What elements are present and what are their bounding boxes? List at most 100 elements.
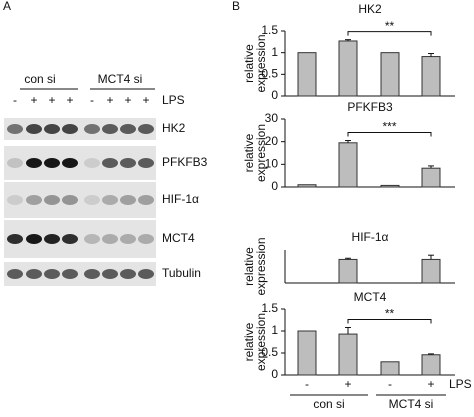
lane-sign: - bbox=[13, 93, 17, 107]
blot-band bbox=[138, 195, 154, 205]
blot-band bbox=[44, 124, 60, 134]
blot-band bbox=[84, 269, 100, 279]
group-label: MCT4 si bbox=[389, 397, 434, 411]
blot-band bbox=[120, 234, 136, 244]
blot-band bbox=[102, 195, 118, 205]
blot-band bbox=[62, 124, 78, 134]
blot-band bbox=[7, 158, 23, 168]
y-axis-label: expression bbox=[254, 237, 268, 295]
blot-strip bbox=[4, 118, 156, 140]
significance-bracket bbox=[347, 318, 432, 324]
y-tick-label: 0 bbox=[271, 88, 278, 102]
significance-label: ** bbox=[385, 307, 395, 321]
chart-title: PFKFB3 bbox=[347, 100, 393, 114]
blot-band bbox=[102, 158, 118, 168]
panel-label: A bbox=[3, 0, 11, 13]
treatment-label: LPS bbox=[162, 93, 185, 107]
bar bbox=[380, 52, 400, 97]
bar bbox=[338, 258, 358, 284]
blot-band bbox=[44, 269, 60, 279]
band-label: PFKFB3 bbox=[162, 155, 208, 169]
blot-band bbox=[7, 269, 23, 279]
chart-title: HK2 bbox=[358, 2, 382, 16]
lane-sign: + bbox=[106, 93, 113, 107]
blot-band bbox=[138, 158, 154, 168]
significance-label: *** bbox=[382, 120, 396, 134]
y-axis-label: relative bbox=[242, 44, 256, 83]
bar bbox=[421, 258, 441, 284]
group-label: MCT4 si bbox=[98, 72, 143, 86]
bar bbox=[297, 52, 317, 97]
blot-band bbox=[7, 124, 23, 134]
panel-label: B bbox=[232, 0, 240, 13]
blot-band bbox=[62, 234, 78, 244]
y-tick-label: 0.5 bbox=[261, 345, 278, 359]
blot-band bbox=[44, 195, 60, 205]
y-tick-label: 30 bbox=[265, 111, 279, 125]
band-label: Tubulin bbox=[162, 266, 201, 280]
lane-sign: + bbox=[30, 93, 37, 107]
bar bbox=[338, 40, 358, 97]
bar bbox=[380, 361, 400, 376]
significance-bracket bbox=[347, 31, 432, 36]
blot-band bbox=[138, 269, 154, 279]
lane-sign: - bbox=[90, 93, 94, 107]
significance-label: ** bbox=[385, 19, 395, 33]
blot-band bbox=[120, 124, 136, 134]
x-tick-label: - bbox=[388, 377, 392, 391]
y-axis-label: relative bbox=[242, 322, 256, 361]
significance-bracket bbox=[347, 132, 432, 137]
chart-title: MCT4 bbox=[354, 290, 387, 304]
y-axis-label: expression bbox=[254, 313, 268, 371]
y-axis-label: expression bbox=[254, 34, 268, 92]
bar bbox=[297, 330, 317, 376]
blot-strip bbox=[4, 182, 156, 218]
y-axis-label: relative bbox=[242, 247, 256, 286]
blot-band bbox=[62, 269, 78, 279]
y-axis-label: relative bbox=[242, 133, 256, 172]
y-tick-label: 1 bbox=[271, 323, 278, 337]
band-label: HK2 bbox=[162, 121, 186, 135]
blot-band bbox=[138, 124, 154, 134]
y-tick-label: 0.5 bbox=[261, 67, 278, 81]
group-label: con si bbox=[24, 72, 55, 86]
blot-band bbox=[44, 234, 60, 244]
bar bbox=[338, 333, 358, 376]
bar bbox=[421, 354, 441, 376]
blot-band bbox=[26, 124, 42, 134]
bar bbox=[421, 56, 441, 97]
blot-band bbox=[102, 234, 118, 244]
blot-band bbox=[102, 124, 118, 134]
blot-band bbox=[102, 269, 118, 279]
y-axis-label: expression bbox=[254, 124, 268, 182]
bar bbox=[338, 142, 358, 188]
bar bbox=[421, 167, 441, 188]
chart-title: HIF-1α bbox=[352, 230, 389, 244]
blot-band bbox=[120, 158, 136, 168]
bar bbox=[380, 184, 400, 188]
y-tick-label: 0 bbox=[271, 179, 278, 193]
blot-band bbox=[84, 195, 100, 205]
y-tick-label: 10 bbox=[265, 157, 279, 171]
group-label: con si bbox=[313, 397, 344, 411]
bar bbox=[297, 184, 317, 188]
blot-band bbox=[120, 269, 136, 279]
lane-sign: + bbox=[124, 93, 131, 107]
blot-band bbox=[26, 158, 42, 168]
y-tick-label: 20 bbox=[265, 134, 279, 148]
blot-band bbox=[7, 195, 23, 205]
x-tick-label: + bbox=[427, 377, 434, 391]
blot-band bbox=[26, 195, 42, 205]
blot-band bbox=[26, 269, 42, 279]
blot-band bbox=[62, 158, 78, 168]
y-tick-label: 1.5 bbox=[261, 23, 278, 37]
blot-band bbox=[84, 234, 100, 244]
band-label: HIF-1α bbox=[162, 192, 199, 206]
lane-sign: + bbox=[142, 93, 149, 107]
blot-band bbox=[44, 158, 60, 168]
x-tick-label: - bbox=[305, 377, 309, 391]
x-tick-label: + bbox=[344, 377, 351, 391]
y-tick-label: 1.5 bbox=[261, 301, 278, 315]
y-tick-label: 0 bbox=[271, 367, 278, 381]
